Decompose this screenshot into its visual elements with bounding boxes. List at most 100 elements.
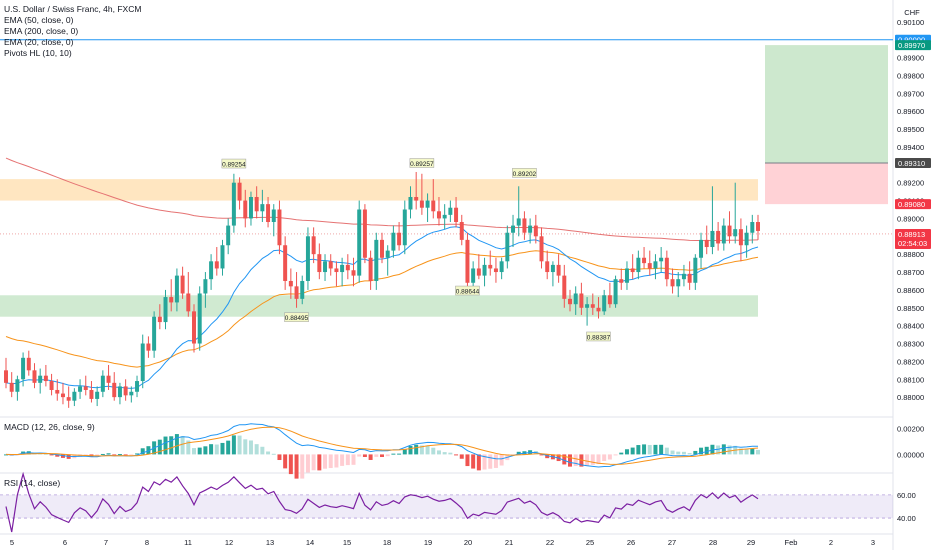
candle[interactable] — [38, 368, 43, 394]
candle[interactable] — [505, 225, 510, 269]
candle[interactable] — [528, 218, 533, 244]
candle[interactable] — [26, 350, 31, 376]
candle[interactable] — [95, 386, 100, 407]
candle[interactable] — [140, 334, 145, 389]
candle[interactable] — [357, 200, 362, 283]
ema200-legend[interactable]: EMA (200, close, 0) — [4, 26, 79, 36]
candle[interactable] — [106, 364, 111, 390]
candle[interactable] — [756, 214, 760, 240]
candle[interactable] — [197, 286, 202, 351]
candle[interactable] — [431, 179, 436, 219]
candle[interactable] — [624, 261, 629, 290]
candle[interactable] — [311, 227, 316, 264]
candle[interactable] — [32, 363, 37, 389]
candle[interactable] — [345, 254, 350, 280]
candle[interactable] — [277, 200, 282, 255]
candle[interactable] — [243, 189, 248, 228]
candle[interactable] — [226, 218, 231, 255]
candle[interactable] — [613, 275, 618, 308]
candle[interactable] — [738, 218, 743, 262]
candle[interactable] — [448, 200, 453, 223]
candle[interactable] — [436, 196, 441, 226]
candle[interactable] — [607, 282, 612, 308]
candle[interactable] — [716, 222, 721, 251]
candle[interactable] — [442, 204, 447, 230]
candle[interactable] — [123, 379, 128, 401]
candle[interactable] — [488, 250, 493, 276]
candle[interactable] — [186, 272, 191, 317]
candle[interactable] — [300, 275, 305, 305]
candle[interactable] — [568, 289, 572, 312]
candle[interactable] — [129, 386, 134, 403]
candle[interactable] — [642, 247, 647, 269]
candle[interactable] — [465, 232, 470, 290]
candle[interactable] — [704, 225, 709, 255]
candle[interactable] — [283, 236, 288, 290]
candle[interactable] — [100, 370, 105, 398]
candle[interactable] — [15, 375, 20, 401]
candle[interactable] — [323, 254, 328, 281]
candle[interactable] — [664, 250, 669, 287]
candle[interactable] — [380, 232, 384, 264]
candle[interactable] — [248, 191, 253, 226]
candle[interactable] — [693, 254, 698, 290]
candle[interactable] — [744, 225, 749, 258]
candle[interactable] — [43, 364, 48, 387]
candle[interactable] — [499, 257, 504, 280]
pivots-legend[interactable]: Pivots HL (10, 10) — [4, 48, 72, 58]
candle[interactable] — [721, 218, 726, 251]
candle[interactable] — [408, 186, 413, 219]
ema50-legend[interactable]: EMA (50, close, 0) — [4, 15, 74, 25]
candle[interactable] — [209, 254, 214, 290]
candle[interactable] — [596, 297, 601, 319]
candle[interactable] — [533, 214, 538, 244]
candle[interactable] — [117, 382, 122, 405]
candle[interactable] — [482, 257, 487, 287]
candle[interactable] — [146, 336, 151, 358]
candle[interactable] — [454, 196, 459, 228]
candle[interactable] — [687, 261, 692, 290]
candle[interactable] — [305, 227, 310, 290]
candle[interactable] — [619, 268, 624, 290]
candle[interactable] — [340, 257, 345, 287]
candle[interactable] — [317, 243, 322, 280]
candle[interactable] — [710, 186, 715, 255]
candle[interactable] — [750, 214, 755, 244]
candle[interactable] — [573, 286, 578, 315]
candle[interactable] — [522, 211, 527, 240]
candle[interactable] — [174, 268, 179, 312]
candle[interactable] — [459, 214, 464, 246]
candle[interactable] — [590, 293, 595, 315]
candle[interactable] — [21, 352, 26, 387]
candle[interactable] — [602, 289, 607, 315]
candle[interactable] — [493, 257, 498, 283]
macd-legend[interactable]: MACD (12, 26, close, 9) — [4, 422, 95, 432]
candle[interactable] — [294, 272, 299, 308]
candle[interactable] — [9, 372, 14, 398]
candle[interactable] — [180, 266, 185, 299]
candle[interactable] — [266, 196, 271, 228]
candle[interactable] — [636, 250, 641, 280]
candle[interactable] — [511, 214, 516, 248]
candle[interactable] — [391, 225, 396, 258]
candle[interactable] — [402, 200, 407, 255]
candle[interactable] — [288, 268, 293, 299]
candle[interactable] — [727, 211, 732, 244]
candle[interactable] — [539, 227, 544, 269]
candle[interactable] — [733, 182, 738, 244]
candle[interactable] — [414, 171, 419, 210]
candle[interactable] — [681, 264, 686, 287]
candle[interactable] — [334, 261, 339, 287]
candle[interactable] — [169, 279, 174, 312]
candle[interactable] — [545, 250, 550, 280]
candle[interactable] — [135, 375, 140, 398]
candle[interactable] — [562, 264, 567, 308]
ema20-legend[interactable]: EMA (20, close, 0) — [4, 37, 74, 47]
candle[interactable] — [49, 373, 54, 396]
candle[interactable] — [157, 304, 162, 330]
candle[interactable] — [112, 372, 117, 401]
candle[interactable] — [254, 186, 259, 219]
candle[interactable] — [220, 239, 225, 276]
candle[interactable] — [556, 254, 561, 283]
